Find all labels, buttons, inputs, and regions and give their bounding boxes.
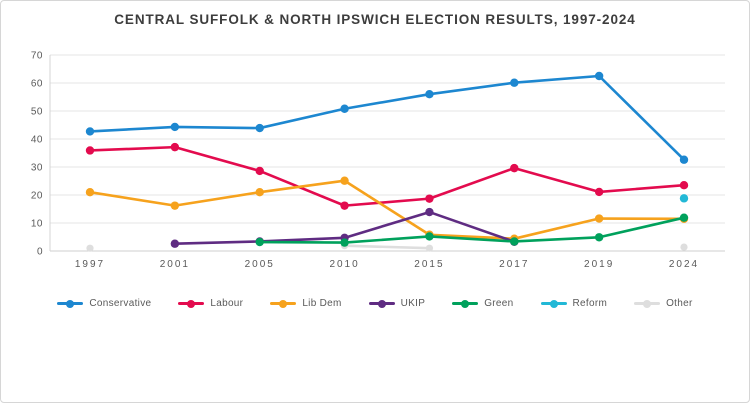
data-point-conservative: [679, 155, 689, 164]
data-point-green: [255, 237, 264, 247]
data-point-conservative: [85, 127, 95, 136]
series-line-lib-dem: [88, 179, 686, 240]
legend-dot-lib-dem-icon: [279, 299, 288, 308]
legend-marker-conservative-icon: [57, 299, 84, 308]
data-point-conservative: [594, 71, 604, 81]
series-line-labour: [88, 145, 686, 207]
data-point-other: [425, 244, 434, 252]
chart-legend: Conservative Labour Lib Dem UKIP Green Reform…: [1, 298, 749, 309]
data-point-lib-dem: [594, 214, 604, 223]
data-point-labour: [340, 201, 349, 210]
data-point-green: [425, 232, 434, 241]
x-tick-label-1997: 1997: [75, 259, 105, 270]
legend-item-reform: Reform: [540, 298, 608, 309]
y-tick-label: 40: [31, 135, 43, 146]
data-point-conservative: [340, 104, 349, 113]
legend-marker-green-icon: [452, 299, 479, 308]
data-point-labour: [510, 163, 519, 173]
legend-label-green: Green: [484, 298, 514, 309]
legend-label-reform: Reform: [572, 298, 608, 309]
y-tick-label: 20: [31, 191, 43, 202]
legend-marker-other-icon: [634, 299, 661, 308]
data-point-labour: [170, 142, 180, 152]
data-point-conservative: [425, 90, 434, 99]
data-point-labour: [255, 166, 264, 176]
x-tick-label-2005: 2005: [245, 259, 275, 270]
legend-item-other: Other: [634, 298, 693, 309]
legend-item-labour: Labour: [178, 298, 243, 309]
data-point-labour: [594, 187, 604, 197]
data-point-other: [86, 244, 94, 252]
legend-dot-other-icon: [643, 299, 652, 308]
y-tick-label: 50: [31, 107, 43, 118]
data-point-ukip: [170, 239, 180, 248]
legend-label-ukip: UKIP: [400, 298, 426, 309]
data-point-conservative: [510, 78, 519, 87]
x-tick-label-2017: 2017: [499, 259, 529, 270]
legend-item-green: Green: [452, 298, 513, 309]
data-point-conservative: [170, 122, 180, 132]
data-point-lib-dem: [340, 176, 349, 185]
legend-marker-lib-dem-icon: [270, 299, 297, 308]
legend-marker-reform-icon: [540, 299, 567, 308]
legend-label-conservative: Conservative: [89, 298, 152, 309]
data-point-lib-dem: [85, 188, 95, 197]
x-tick-label-2019: 2019: [584, 259, 614, 270]
series-line-green: [258, 216, 686, 244]
data-point-conservative: [255, 123, 264, 133]
data-point-reform: [679, 194, 689, 203]
y-tick-label: 10: [31, 219, 43, 230]
x-tick-label-2024: 2024: [669, 259, 699, 270]
x-tick-label-2015: 2015: [414, 259, 444, 270]
data-point-green: [510, 237, 519, 246]
legend-item-lib-dem: Lib Dem: [270, 298, 341, 309]
legend-item-conservative: Conservative: [57, 298, 151, 309]
line-chart: 0 10 20 30 40 50 60 70 1997 2001 2005 2010 2015 2017 2…: [31, 51, 725, 270]
legend-item-ukip: UKIP: [368, 298, 426, 309]
legend-dot-green-icon: [461, 299, 470, 308]
y-tick-label: 60: [31, 79, 43, 90]
x-tick-label-2010: 2010: [329, 259, 359, 270]
y-tick-label: 30: [31, 163, 43, 174]
data-point-green: [679, 213, 689, 222]
data-point-labour: [679, 181, 689, 190]
legend-dot-labour-icon: [187, 299, 196, 308]
data-point-green: [594, 233, 604, 242]
data-point-green: [340, 238, 349, 247]
series-line-other: [343, 244, 431, 250]
chart-title: CENTRAL SUFFOLK & NORTH IPSWICH ELECTION…: [114, 12, 636, 27]
y-tick-label: 70: [31, 51, 43, 62]
legend-marker-ukip-icon: [368, 299, 395, 308]
data-point-lib-dem: [255, 188, 264, 197]
legend-label-lib-dem: Lib Dem: [302, 298, 342, 309]
y-tick-label: 0: [37, 247, 43, 258]
legend-label-other: Other: [666, 298, 693, 309]
data-point-ukip: [425, 207, 434, 217]
series-line-conservative: [88, 74, 686, 162]
x-tick-label-2001: 2001: [160, 259, 190, 270]
legend-marker-labour-icon: [178, 299, 205, 308]
data-point-other: [680, 243, 688, 251]
legend-label-labour: Labour: [210, 298, 244, 309]
legend-dot-reform-icon: [549, 299, 558, 308]
data-point-labour: [425, 194, 434, 203]
legend-dot-conservative-icon: [66, 299, 75, 308]
legend-dot-ukip-icon: [377, 299, 386, 308]
data-point-labour: [85, 146, 95, 155]
data-point-lib-dem: [170, 201, 180, 210]
